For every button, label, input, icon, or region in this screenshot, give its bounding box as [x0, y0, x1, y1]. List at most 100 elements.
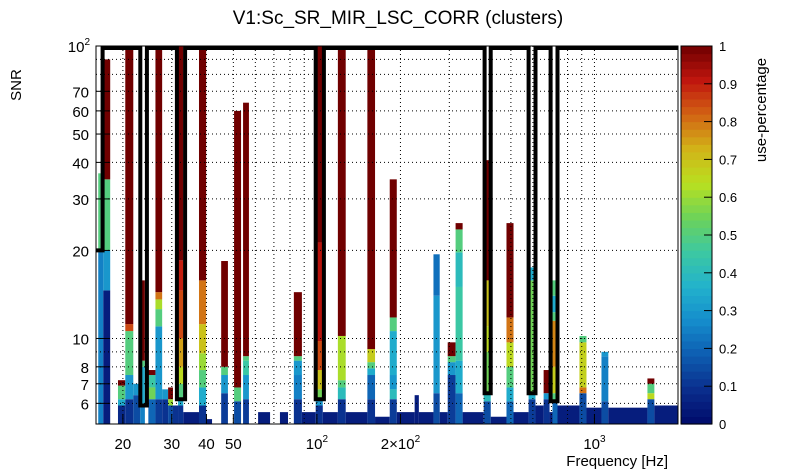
heatmap-cell [315, 46, 323, 243]
x-tick-label: 103 [583, 434, 606, 453]
colorbar-swatch [681, 242, 712, 251]
heatmap-cell [447, 362, 456, 376]
heatmap-cell [125, 331, 134, 376]
colorbar-tick-label: 0.3 [719, 304, 737, 319]
heatmap-cell [301, 412, 316, 424]
colorbar-swatch [681, 144, 712, 153]
heatmap-cell [198, 46, 207, 281]
heatmap-cell [178, 260, 184, 291]
heatmap-cell [279, 412, 289, 424]
x-tick-label: 30 [163, 436, 180, 453]
heatmap-cell [337, 387, 346, 400]
heatmap-cell [168, 399, 173, 406]
heatmap-cell [513, 412, 529, 424]
heatmap-cell [418, 412, 434, 424]
x-tick-label: 102 [306, 434, 329, 453]
x-tick-label: 50 [225, 436, 242, 453]
heatmap-cell [647, 378, 655, 384]
colorbar-swatch [681, 121, 712, 130]
colorbar-swatch [681, 318, 712, 327]
colorbar-swatch [681, 189, 712, 198]
chart-title: V1:Sc_SR_MIR_LSC_CORR (clusters) [233, 8, 563, 29]
heatmap-cell [133, 383, 141, 396]
heatmap-cell [506, 223, 514, 318]
heatmap-cell [579, 342, 587, 388]
heatmap-cell [439, 412, 448, 424]
colorbar-swatch [681, 83, 712, 92]
heatmap-cell [140, 405, 145, 424]
heatmap-cell [183, 412, 199, 424]
heatmap-cell [125, 375, 134, 400]
heatmap-cell [483, 280, 491, 327]
colorbar-swatch [681, 265, 712, 274]
heatmap-cell [608, 407, 648, 424]
heatmap-cell [315, 370, 323, 390]
heatmap-cell [367, 368, 376, 376]
heatmap-cell [367, 375, 376, 400]
heatmap-cell [178, 383, 184, 400]
colorbar-swatch [681, 129, 712, 138]
heatmap-cell [579, 387, 587, 394]
heatmap-cell [315, 242, 323, 342]
colorbar-swatch [681, 348, 712, 357]
heatmap-cell [552, 393, 558, 402]
heatmap-cell [315, 399, 323, 406]
heatmap-cell [389, 389, 397, 400]
colorbar-swatch [681, 310, 712, 319]
colorbar-swatch [681, 182, 712, 191]
heatmap-cell [389, 331, 397, 376]
heatmap-cell [367, 399, 376, 424]
heatmap-cell [178, 290, 184, 339]
heatmap-cell [483, 326, 491, 352]
colorbar-swatch [681, 272, 712, 281]
x-tick-label: 20 [115, 436, 132, 453]
heatmap-cell [125, 46, 134, 325]
colorbar-swatch [681, 355, 712, 365]
heatmap-cell [178, 338, 184, 367]
y-tick-label: 40 [72, 155, 89, 172]
heatmap-cell [601, 351, 609, 357]
colorbar-swatch [681, 303, 712, 312]
colorbar-swatch [681, 159, 712, 168]
colorbar-swatch [681, 340, 712, 349]
heatmap-cell [206, 419, 213, 424]
heatmap-cell [535, 405, 544, 424]
colorbar-swatch [681, 46, 712, 55]
heatmap-cell [543, 370, 550, 394]
heatmap-cell [455, 360, 463, 394]
colorbar-tick-label: 0.6 [719, 190, 737, 205]
heatmap-cell [447, 375, 456, 424]
colorbar-swatch [681, 114, 712, 123]
heatmap-cell [506, 401, 514, 424]
heatmap-cell [243, 102, 249, 357]
colorbar-swatch [681, 204, 712, 213]
heatmap-cell [322, 412, 338, 424]
heatmap-cell [293, 356, 302, 361]
threshold-contour [96, 46, 678, 408]
x-tick-label: 40 [198, 436, 215, 453]
heatmap-cell [447, 356, 456, 363]
heatmap-cell [455, 229, 463, 253]
heatmap-cell [125, 399, 134, 424]
plot-frame [95, 45, 679, 425]
heatmap-cell [579, 335, 587, 343]
heatmap-cell [447, 342, 456, 357]
heatmap-cell [148, 387, 156, 400]
heatmap-cell [315, 405, 323, 424]
heatmap-cell [178, 366, 184, 384]
heatmap-cell [557, 405, 580, 424]
heatmap-cell [293, 360, 302, 376]
heatmap-cell [140, 366, 145, 406]
colorbar-swatch [681, 136, 712, 145]
y-tick-label: 7 [81, 377, 89, 394]
heatmap-cell [389, 179, 397, 318]
heatmap-cell [345, 412, 368, 424]
heatmap-cell [552, 401, 558, 424]
heatmap-cell [528, 280, 536, 394]
heatmap-cell [552, 280, 558, 296]
colorbar-swatch [681, 401, 712, 410]
heatmap-cell [433, 393, 440, 424]
colorbar-swatch [681, 166, 712, 176]
heatmap-cell [168, 405, 173, 424]
